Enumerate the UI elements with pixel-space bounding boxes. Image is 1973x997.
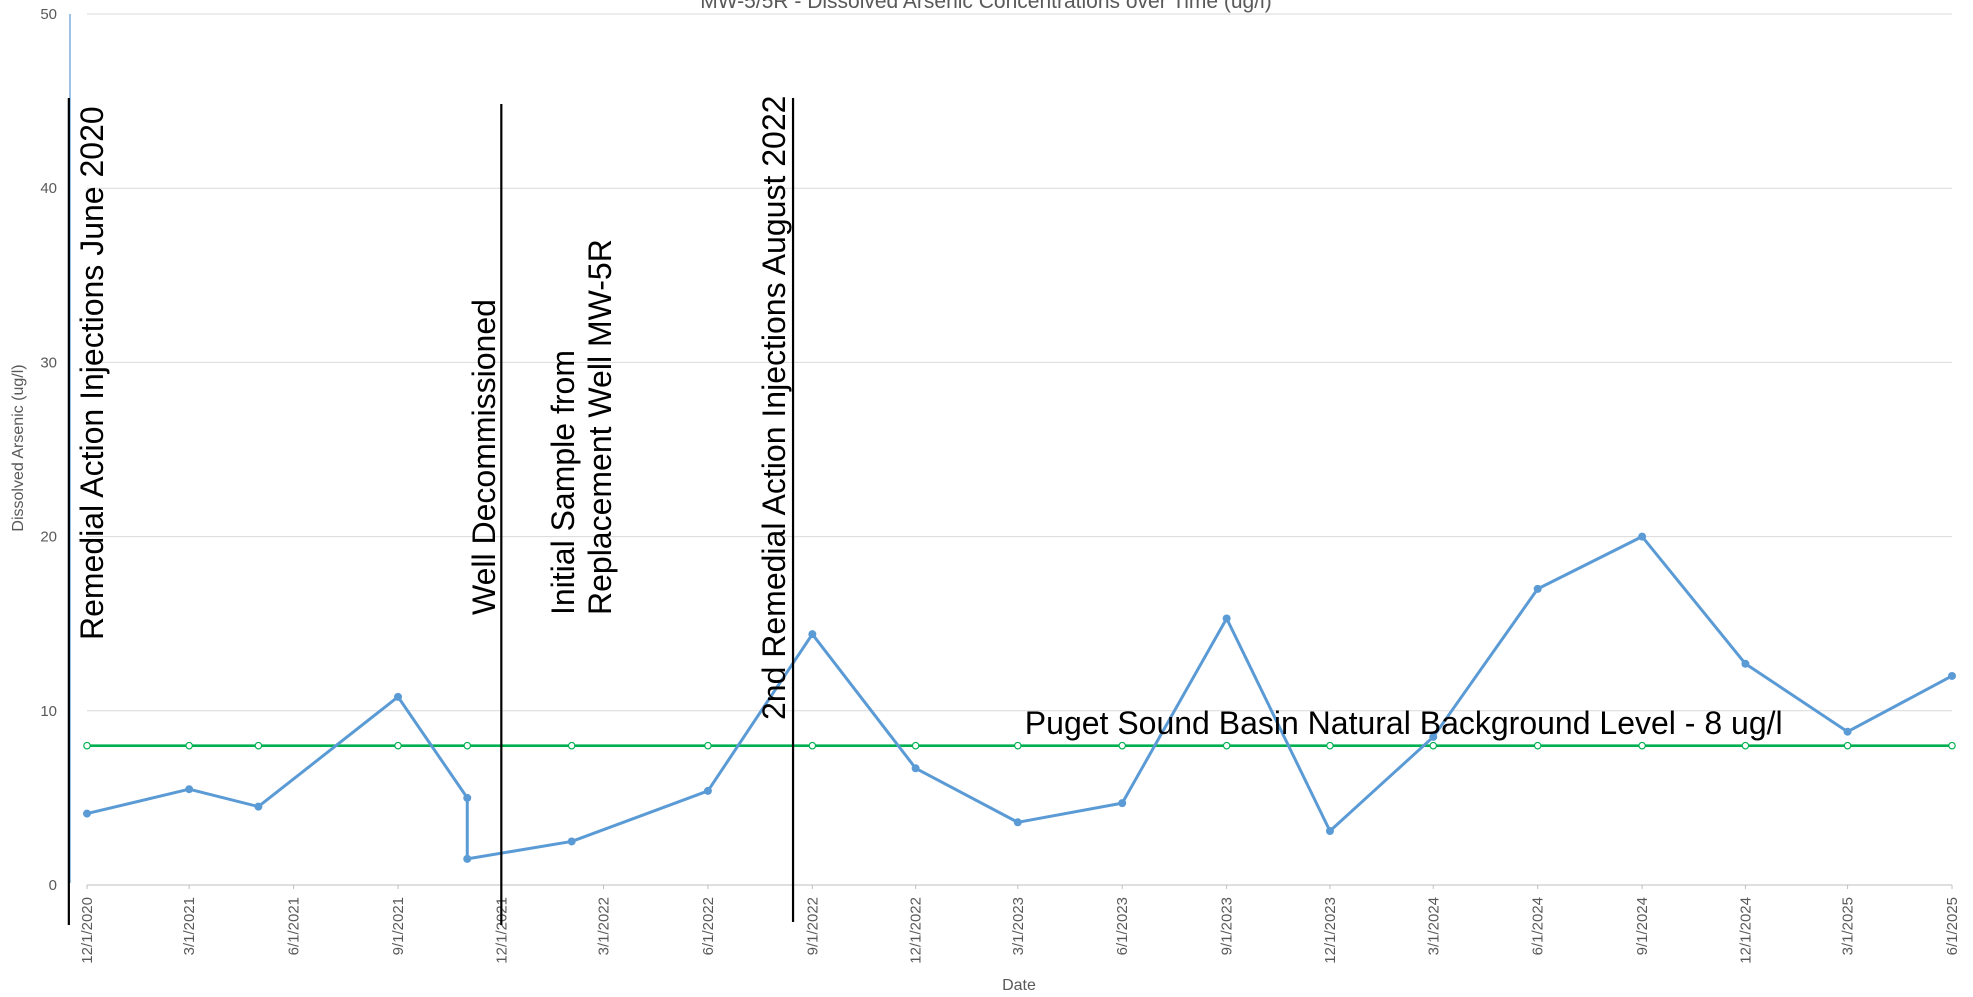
background-level-point [808, 741, 817, 750]
arsenic-data-point [1638, 532, 1647, 541]
background-level-point [83, 741, 91, 750]
x-axis-ticks: 12/1/2020 3/1/2021 6/1/2021 9/1/2021 12/1/20… [79, 885, 1961, 964]
background-level-point [1429, 741, 1438, 750]
event-annotations: Remedial Action Injections June 2020 Well… [67, 96, 795, 925]
x-tick-label: 9/1/2022 [804, 897, 821, 955]
x-tick-label: 3/1/2023 [1010, 897, 1027, 955]
x-tick-label: 6/1/2022 [700, 897, 717, 955]
x-tick-label: 12/1/2023 [1322, 897, 1339, 964]
background-level-point [1638, 741, 1646, 750]
arsenic-data-point [254, 802, 263, 811]
background-level-point [1533, 741, 1542, 750]
arsenic-data-point [463, 793, 472, 802]
x-tick-label: 3/1/2022 [595, 897, 612, 955]
background-level-point [567, 741, 576, 750]
y-tick-label: 40 [40, 180, 57, 197]
x-tick-label: 12/1/2021 [493, 897, 510, 964]
background-level-point [1013, 741, 1022, 750]
x-tick-label: 9/1/2021 [390, 897, 407, 955]
x-tick-label: 9/1/2023 [1219, 897, 1236, 955]
background-level-point [1741, 741, 1750, 750]
gridlines [69, 13, 1952, 886]
x-tick-label: 3/1/2024 [1425, 897, 1442, 955]
arsenic-data-point [1325, 826, 1334, 835]
x-tick-label: 9/1/2024 [1634, 897, 1651, 955]
arsenic-data-point [703, 786, 712, 795]
arsenic-series-line [86, 535, 1953, 861]
x-axis-title: Date [1002, 977, 1036, 994]
y-tick-label: 30 [40, 354, 57, 371]
chart-title: MW-5/5R - Dissolved Arsenic Concentratio… [700, 0, 1271, 13]
event-annotation: Initial Sample fromReplacement Well MW-5… [545, 239, 618, 615]
y-tick-label: 10 [40, 703, 57, 720]
y-tick-label: 20 [40, 529, 57, 546]
y-axis-ticks: 0 10 20 30 40 50 [40, 6, 57, 894]
background-level-point [254, 741, 263, 750]
y-tick-label: 0 [49, 877, 57, 894]
x-tick-label: 12/1/2020 [79, 897, 96, 964]
x-tick-label: 3/1/2021 [181, 897, 198, 955]
arsenic-data-point [808, 630, 817, 639]
arsenic-data-point [1948, 671, 1956, 680]
background-level-point [1118, 741, 1127, 750]
background-level-point [1222, 741, 1231, 750]
arsenic-data-point [567, 837, 576, 846]
x-tick-label: 3/1/2025 [1840, 897, 1857, 955]
arsenic-data-point [911, 764, 920, 773]
x-tick-label: 12/1/2024 [1737, 897, 1754, 964]
arsenic-data-point [1843, 727, 1852, 736]
arsenic-data-point [463, 854, 472, 863]
arsenic-data-point [1429, 732, 1438, 741]
x-tick-label: 12/1/2022 [908, 897, 925, 964]
arsenic-data-point [394, 692, 403, 701]
background-level-point [1948, 741, 1956, 750]
arsenic-data-point [1013, 818, 1022, 827]
background-level-point [1843, 741, 1852, 750]
y-tick-label: 50 [40, 6, 57, 23]
x-tick-label: 6/1/2021 [286, 897, 303, 955]
arsenic-data-point [1533, 584, 1542, 593]
arsenic-data-point [1741, 659, 1750, 668]
x-tick-label: 6/1/2024 [1530, 897, 1547, 955]
arsenic-data-point [1222, 614, 1231, 623]
background-level-label: Puget Sound Basin Natural Background Lev… [1025, 705, 1783, 741]
x-tick-label: 6/1/2025 [1944, 897, 1961, 955]
x-tick-label: 6/1/2023 [1114, 897, 1131, 955]
background-level-point [394, 741, 402, 750]
series-layer [83, 532, 1956, 863]
arsenic-data-point [1118, 799, 1127, 808]
event-annotation: Remedial Action Injections June 2020 [74, 106, 110, 640]
event-annotation: Well Decommissioned [466, 299, 502, 615]
arsenic-data-point [185, 785, 194, 794]
background-level-point [463, 741, 472, 750]
arsenic-data-point [83, 809, 91, 818]
background-level-point [704, 741, 712, 750]
event-annotation: 2nd Remedial Action Injections August 20… [756, 96, 792, 720]
background-level-point [185, 741, 193, 750]
background-level-point [911, 741, 920, 750]
y-axis-title: Dissolved Arsenic (ug/l) [10, 364, 27, 531]
background-level-point [1326, 741, 1334, 750]
